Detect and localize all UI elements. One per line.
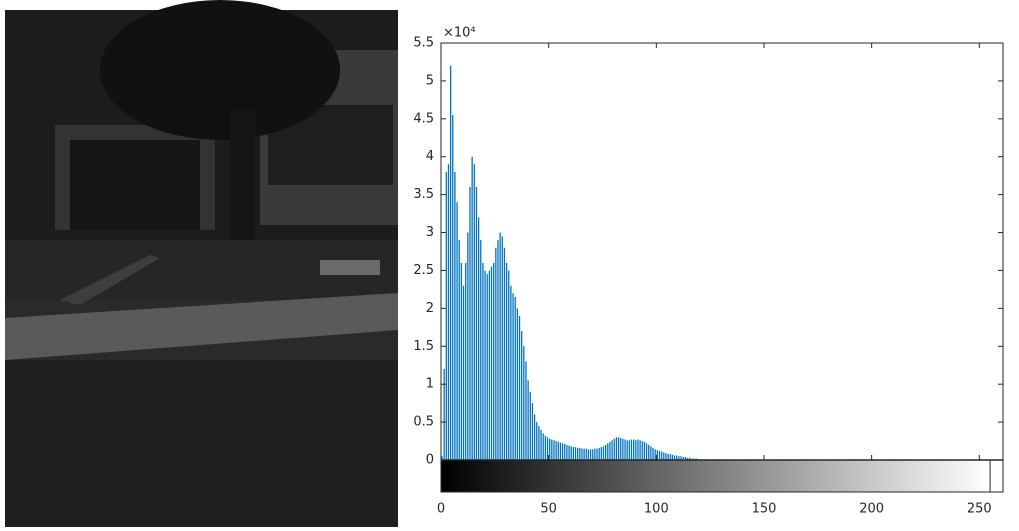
axes-box: [440, 42, 1004, 493]
y-tick-label: 3.5: [413, 187, 434, 202]
colorbar: [440, 459, 991, 493]
y-tick-label: 2.5: [413, 263, 434, 278]
x-tick-label: 200: [859, 502, 884, 517]
y-tick-label: 1: [426, 377, 434, 392]
y-tick-label: 1.5: [413, 339, 434, 354]
plot-area: [441, 43, 1003, 492]
y-tick-label: 0: [426, 453, 434, 468]
y-tick-label: 4.5: [413, 111, 434, 126]
x-tick-label: 50: [540, 502, 557, 517]
x-tick-label: 250: [967, 502, 992, 517]
y-tick-label: 5: [426, 73, 434, 88]
photo: [5, 0, 398, 527]
y-tick-label: 2: [426, 301, 434, 316]
y-tick-label: 5.5: [413, 36, 434, 51]
y-tick-label: 3: [426, 225, 434, 240]
y-tick-label: 4: [426, 149, 434, 164]
y-exponent: ×10⁴: [443, 26, 476, 41]
x-tick-label: 150: [752, 502, 777, 517]
y-tick-label: 0.5: [413, 415, 434, 430]
x-tick-label: 100: [644, 502, 669, 517]
x-tick-label: 0: [437, 502, 445, 517]
